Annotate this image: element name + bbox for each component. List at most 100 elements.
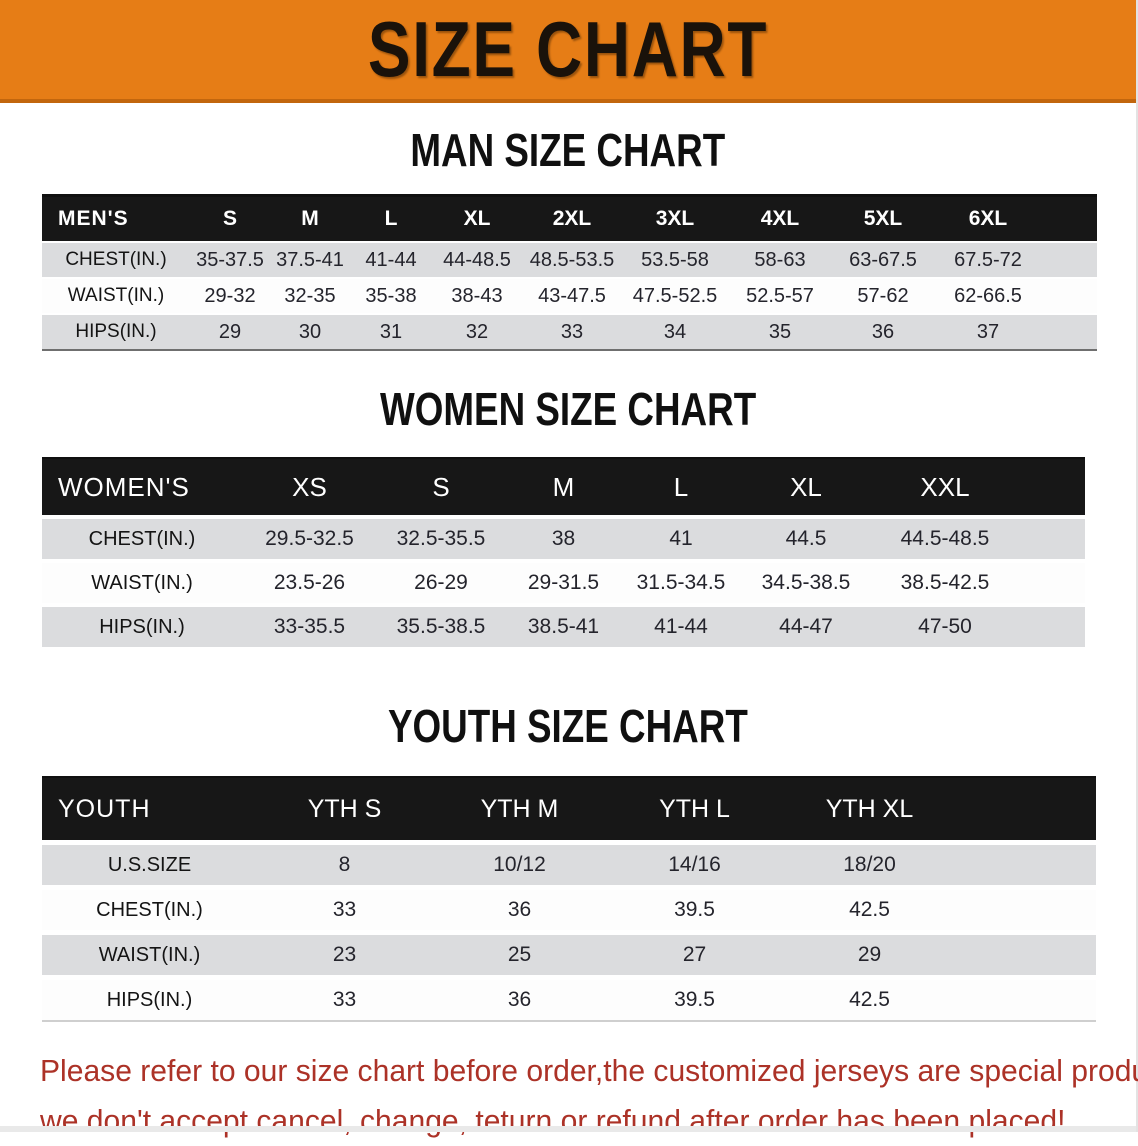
value-cell: 34 <box>663 320 687 343</box>
page-bottom-edge <box>0 1126 1136 1132</box>
man-size-section: MAN SIZE CHART MEN'S S M L XL 2XL 3XL 4XL 5XL 6XL… <box>0 125 1136 351</box>
row-label: WAIST(IN.) <box>98 943 201 966</box>
value-cell: 33 <box>332 988 357 1011</box>
youth-section-title: YOUTH SIZE CHART <box>388 700 748 752</box>
value-cell: 37 <box>976 320 1000 343</box>
value-cell: 29 <box>218 320 242 343</box>
table-body: CHEST(IN.) 35-37.5 37.5-41 41-44 44-48.5 48.5… <box>42 243 1097 349</box>
value-cell: 38.5-41 <box>527 615 600 638</box>
value-cell: 10/12 <box>493 853 546 876</box>
value-cell: 36 <box>507 898 532 921</box>
table-body: CHEST(IN.) 29.5-32.5 32.5-35.5 38 41 44.5 44.5… <box>42 519 1085 647</box>
youth-size-table: YOUTH YTH S YTH M YTH L YTH XL U.S.SIZE 8 10/12… <box>42 776 1096 1022</box>
row-filler <box>957 935 1096 975</box>
table-body: U.S.SIZE 8 10/12 14/16 18/20 CHEST(IN.) 33 36 39… <box>42 845 1096 1020</box>
value-cell: 32.5-35.5 <box>396 527 486 550</box>
value-cell: 29 <box>857 943 882 966</box>
value-cell: 57-62 <box>857 284 909 307</box>
row-filler <box>1018 519 1085 559</box>
value-cell: 39.5 <box>674 898 715 921</box>
value-cell: 31.5-34.5 <box>636 571 726 594</box>
value-cell: 42.5 <box>849 988 890 1011</box>
column-header: L <box>673 471 689 502</box>
value-cell: 38-43 <box>451 284 503 307</box>
column-header: 3XL <box>655 207 695 230</box>
value-cell: 62-66.5 <box>954 284 1022 307</box>
value-cell: 30 <box>298 320 322 343</box>
size-chart-banner: SIZE CHART <box>0 0 1136 103</box>
row-filler <box>1018 607 1085 647</box>
value-cell: 36 <box>871 320 895 343</box>
column-header: XL <box>463 207 491 230</box>
value-cell: 23.5-26 <box>273 571 346 594</box>
column-header: XS <box>292 471 327 502</box>
value-cell: 29.5-32.5 <box>265 527 354 550</box>
value-cell: 47-50 <box>918 615 972 638</box>
table-row: CHEST(IN.) 35-37.5 37.5-41 41-44 44-48.5 48.5… <box>42 243 1097 277</box>
value-cell: 67.5-72 <box>954 248 1022 271</box>
row-filler <box>1042 279 1097 313</box>
table-header-label: YOUTH <box>58 794 151 823</box>
row-filler <box>1042 315 1097 349</box>
row-label: HIPS(IN.) <box>75 321 157 342</box>
man-section-title: MAN SIZE CHART <box>410 124 726 176</box>
table-row: WAIST(IN.) 23.5-26 26-29 29-31.5 31.5-34.5 34… <box>42 563 1085 603</box>
row-label: CHEST(IN.) <box>65 249 167 270</box>
row-label: WAIST(IN.) <box>67 285 165 306</box>
value-cell: 63-67.5 <box>849 248 917 271</box>
column-header: YTH L <box>659 794 730 823</box>
value-cell: 43-47.5 <box>538 284 606 307</box>
table-row: HIPS(IN.) 33 36 39.5 42.5 <box>42 980 1096 1020</box>
value-cell: 27 <box>682 943 707 966</box>
value-cell: 41-44 <box>654 615 708 638</box>
value-cell: 44.5 <box>785 527 827 550</box>
column-header: S <box>432 471 450 502</box>
column-header: 5XL <box>863 207 903 230</box>
table-row: CHEST(IN.) 33 36 39.5 42.5 <box>42 890 1096 930</box>
value-cell: 29-31.5 <box>527 571 600 594</box>
value-cell: 48.5-53.5 <box>529 248 615 271</box>
column-header: 2XL <box>552 207 592 230</box>
value-cell: 32-35 <box>284 284 336 307</box>
table-header-label: MEN'S <box>58 207 129 230</box>
disclaimer-line-2: we don't accept cancel, change, teturn o… <box>40 1103 1066 1138</box>
column-header: L <box>384 207 398 230</box>
table-header-label: WOMEN'S <box>58 471 190 502</box>
banner-title: SIZE CHART <box>367 5 769 93</box>
value-cell: 33-35.5 <box>273 615 346 638</box>
value-cell: 41-44 <box>365 248 417 271</box>
value-cell: 53.5-58 <box>641 248 709 271</box>
value-cell: 35-38 <box>365 284 417 307</box>
disclaimer: Please refer to our size chart before or… <box>40 1046 1138 1146</box>
value-cell: 58-63 <box>754 248 806 271</box>
value-cell: 52.5-57 <box>746 284 814 307</box>
value-cell: 38 <box>551 527 576 550</box>
row-filler <box>957 890 1096 930</box>
value-cell: 44-47 <box>779 615 833 638</box>
value-cell: 32 <box>465 320 489 343</box>
column-header: M <box>552 471 575 502</box>
column-header: YTH XL <box>825 794 914 823</box>
row-label: U.S.SIZE <box>107 853 192 876</box>
youth-size-section: YOUTH SIZE CHART YOUTH YTH S YTH M YTH L YTH… <box>0 701 1136 1022</box>
row-label: CHEST(IN.) <box>88 527 196 550</box>
table-row: WAIST(IN.) 23 25 27 29 <box>42 935 1096 975</box>
column-header: M <box>301 207 319 230</box>
value-cell: 33 <box>560 320 584 343</box>
value-cell: 39.5 <box>674 988 715 1011</box>
row-filler <box>957 845 1096 885</box>
value-cell: 35-37.5 <box>196 248 264 271</box>
value-cell: 41 <box>669 527 693 550</box>
row-label: HIPS(IN.) <box>106 988 193 1011</box>
women-size-table: WOMEN'S XS S M L XL XXL CHEST(IN.) 29.5-32.5 32.5… <box>42 457 1085 647</box>
table-header-row: MEN'S S M L XL 2XL 3XL 4XL 5XL 6XL <box>42 197 1097 241</box>
column-header: XXL <box>920 471 970 502</box>
value-cell: 14/16 <box>668 853 721 876</box>
disclaimer-line-1: Please refer to our size chart before or… <box>40 1053 1138 1088</box>
value-cell: 35.5-38.5 <box>396 615 486 638</box>
value-cell: 26-29 <box>414 571 468 594</box>
women-section-title: WOMEN SIZE CHART <box>379 383 757 435</box>
value-cell: 25 <box>507 943 532 966</box>
column-header: YTH M <box>480 794 559 823</box>
value-cell: 44.5-48.5 <box>900 527 990 550</box>
